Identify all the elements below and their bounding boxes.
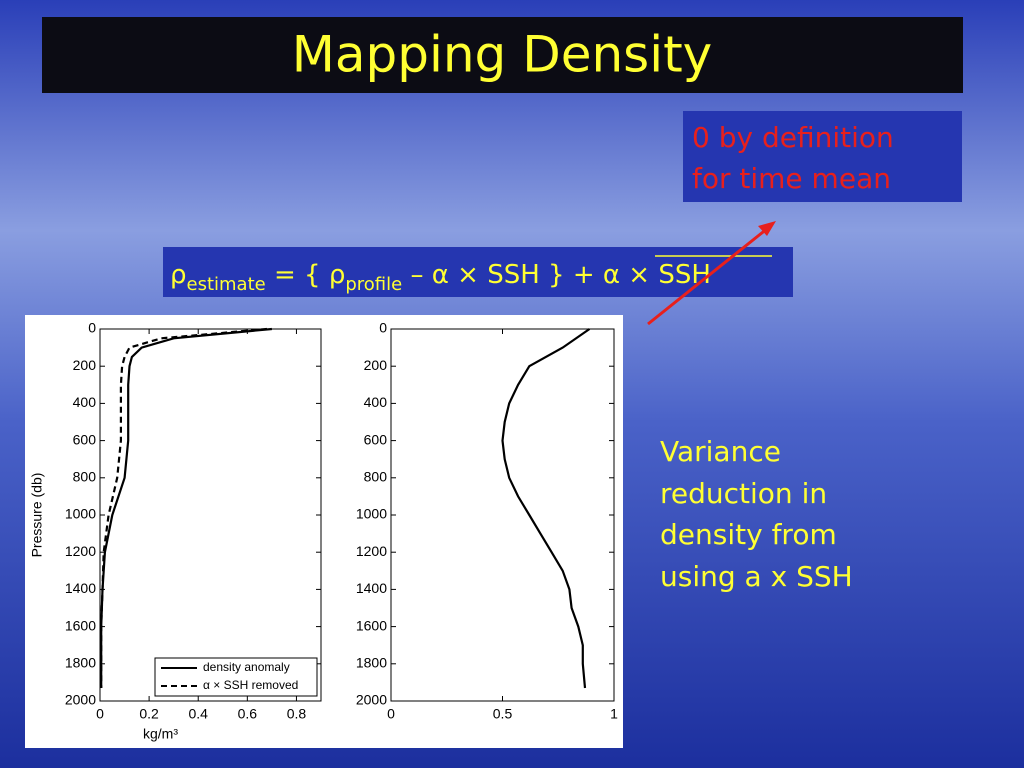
formula-part: – α × SSH } + bbox=[402, 260, 603, 290]
profile-line bbox=[100, 327, 268, 688]
legend-label: α × SSH removed bbox=[203, 678, 298, 692]
y-tick-label: 0 bbox=[379, 320, 387, 336]
figure-panel bbox=[25, 315, 623, 748]
legend-box bbox=[154, 657, 318, 697]
y-tick-label: 1600 bbox=[65, 617, 96, 633]
y-tick-label: 1400 bbox=[356, 580, 387, 596]
comment-line: Variance bbox=[660, 435, 781, 468]
y-tick-label: 200 bbox=[73, 357, 97, 373]
y-tick-label: 400 bbox=[364, 394, 388, 410]
y-tick-label: 1800 bbox=[356, 655, 387, 671]
legend-label: density anomaly bbox=[203, 660, 290, 674]
comment-line: using a x SSH bbox=[660, 560, 853, 593]
y-tick-label: 1800 bbox=[65, 655, 96, 671]
comment-line: density from bbox=[660, 518, 837, 551]
formula-part: = { ρ bbox=[266, 260, 346, 290]
note-line: 0 by definition bbox=[692, 121, 894, 154]
x-tick-label: 0 bbox=[387, 706, 395, 722]
y-tick-label: 2000 bbox=[65, 692, 96, 708]
y-tick-label: 1600 bbox=[356, 617, 387, 633]
y-tick-label: 0 bbox=[88, 320, 96, 336]
formula-sub: profile bbox=[345, 274, 402, 295]
y-tick-label: 400 bbox=[73, 394, 97, 410]
x-tick-label: 0.5 bbox=[493, 706, 513, 722]
x-tick-label: 0.2 bbox=[139, 706, 159, 722]
profile-line bbox=[501, 328, 591, 689]
x-tick-label: 0.4 bbox=[188, 706, 208, 722]
title-bar bbox=[42, 17, 963, 93]
axes-group: 0 0.2 0.4 0.6 0.8020040060080010001200140016… bbox=[29, 320, 618, 742]
x-tick-label: 1 bbox=[610, 706, 618, 722]
x-tick-label: 0 bbox=[96, 706, 104, 722]
y-tick-label: 1000 bbox=[65, 506, 96, 522]
formula-part: ρ bbox=[170, 260, 187, 290]
arrow bbox=[647, 226, 769, 326]
x-tick-label: 0.6 bbox=[238, 706, 258, 722]
x-tick-label: 0.8 bbox=[287, 706, 307, 722]
title: Mapping Density bbox=[292, 26, 713, 84]
note-line: for time mean bbox=[692, 162, 891, 195]
y-axis-label: Pressure (db) bbox=[29, 473, 45, 558]
y-tick-label: 2000 bbox=[356, 692, 387, 708]
formula: ρestimate = { ρprofile – α × SSH } + α ×… bbox=[170, 260, 711, 295]
formula-sub: estimate bbox=[187, 274, 266, 295]
y-tick-label: 200 bbox=[364, 357, 388, 373]
note-box bbox=[683, 111, 962, 202]
arrow-head bbox=[758, 221, 776, 236]
comment-line: reduction in bbox=[660, 477, 827, 510]
y-tick-label: 1000 bbox=[356, 506, 387, 522]
y-tick-label: 800 bbox=[364, 469, 388, 485]
profile-line bbox=[100, 327, 273, 688]
y-tick-label: 600 bbox=[364, 431, 388, 447]
y-tick-label: 1400 bbox=[65, 580, 96, 596]
x-axis-label: kg/m³ bbox=[143, 726, 178, 742]
y-tick-label: 800 bbox=[73, 469, 97, 485]
y-tick-label: 600 bbox=[73, 431, 97, 447]
y-tick-label: 1200 bbox=[65, 543, 96, 559]
formula-mean-term: α × SSH bbox=[603, 260, 711, 290]
y-tick-label: 1200 bbox=[356, 543, 387, 559]
